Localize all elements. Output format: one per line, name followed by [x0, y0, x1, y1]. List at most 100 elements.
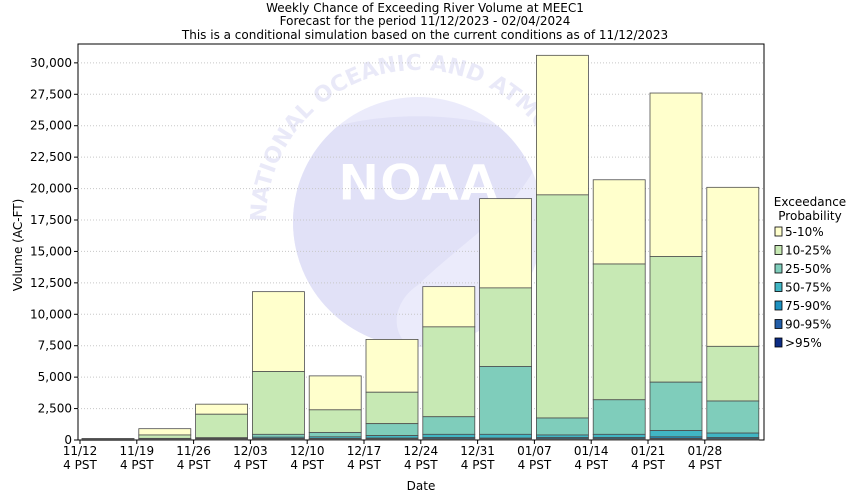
bar-segment [706, 432, 760, 438]
x-tick-label-date: 12/31 [460, 444, 495, 458]
y-tick-label: 17,500 [30, 213, 72, 227]
x-tick-label-date: 12/24 [404, 444, 439, 458]
x-tick-label-time: 4 PST [518, 458, 552, 472]
bar-segment [365, 391, 419, 425]
bar-segment [251, 291, 305, 372]
x-tick-label-date: 11/12 [63, 444, 98, 458]
bar-segment [592, 438, 646, 441]
bars [81, 54, 760, 441]
x-tick-label-time: 4 PST [404, 458, 438, 472]
bar-segment [649, 256, 703, 383]
chart-title-line-2: Forecast for the period 11/12/2023 - 02/… [280, 14, 571, 28]
y-tick-label: 15,000 [30, 244, 72, 258]
legend-swatch [774, 245, 783, 255]
bar-segment [81, 439, 135, 441]
bar-segment [649, 92, 703, 257]
bar-stack [706, 186, 760, 441]
bar-segment [706, 345, 760, 402]
chart-title-line-3: This is a conditional simulation based o… [181, 28, 668, 42]
bar-segment [592, 399, 646, 435]
chart-title: Weekly Chance of Exceeding River Volume … [181, 1, 668, 42]
bar-segment [422, 326, 476, 418]
legend-swatch [774, 226, 783, 237]
bar-segment [706, 438, 760, 441]
bar-segment [422, 438, 476, 441]
legend-title-line-2: Probability [778, 209, 841, 223]
bar-segment [138, 428, 192, 436]
x-tick-label-time: 4 PST [574, 458, 608, 472]
bar-segment [536, 194, 589, 419]
bar-segment [308, 439, 362, 441]
bar-segment [479, 439, 533, 441]
bar-segment [308, 432, 362, 438]
bar-segment [195, 403, 249, 415]
legend-item: 50-75% [774, 281, 831, 295]
bar-segment [479, 433, 533, 439]
y-tick-label: 25,000 [30, 119, 72, 133]
bar-stack [479, 198, 533, 441]
y-axis-title: Volume (AC-FT) [11, 199, 25, 292]
bar-stack [81, 438, 135, 441]
bar-stack [195, 403, 249, 441]
bar-segment [479, 287, 533, 367]
x-tick-label-time: 4 PST [461, 458, 495, 472]
bar-stack [536, 54, 589, 441]
bar-stack [592, 179, 646, 441]
bar-segment [649, 430, 703, 438]
x-tick-label-date: 12/10 [290, 444, 325, 458]
bar-segment [592, 179, 646, 265]
bar-segment [308, 375, 362, 411]
legend: Exceedance Probability 5-10% 10-25% 25-50%… [774, 195, 846, 350]
legend-item: 5-10% [774, 225, 824, 239]
bar-segment [251, 433, 305, 438]
x-tick-label-date: 12/03 [233, 444, 268, 458]
noaa-watermark-bird [293, 116, 543, 347]
bar-segment [649, 438, 703, 441]
noaa-watermark-logo-text: NOAA [338, 154, 499, 212]
y-tick-label: 10,000 [30, 307, 72, 321]
legend-item: 75-90% [774, 299, 831, 313]
legend-label: 5-10% [785, 225, 824, 239]
x-tick-label-date: 01/21 [631, 444, 666, 458]
legend-label: >95% [785, 336, 822, 350]
legend-label: 25-50% [785, 262, 831, 276]
y-tick-label: 7,500 [38, 339, 72, 353]
y-tick-label: 0 [64, 433, 72, 447]
bar-stack [308, 375, 362, 441]
legend-swatch [774, 300, 783, 311]
y-axis: 0 2,500 5,000 7,500 10,000 12,500 15,000 17,500… [30, 56, 78, 447]
x-tick-label-time: 4 PST [631, 458, 665, 472]
bar-segment [365, 339, 419, 393]
x-tick-label-date: 01/14 [574, 444, 609, 458]
x-tick-label-time: 4 PST [234, 458, 268, 472]
bar-segment [422, 416, 476, 435]
bar-segment [706, 186, 760, 347]
chart-title-line-1: Weekly Chance of Exceeding River Volume … [266, 1, 584, 15]
bar-segment [649, 381, 703, 431]
x-tick-label-time: 4 PST [290, 458, 324, 472]
bar-segment [138, 439, 192, 441]
x-tick-label-date: 01/07 [517, 444, 552, 458]
x-tick-label-date: 12/17 [347, 444, 382, 458]
legend-item: 90-95% [774, 318, 831, 332]
x-tick-label-time: 4 PST [120, 458, 154, 472]
bar-segment [422, 286, 476, 328]
bar-segment [308, 409, 362, 433]
legend-title-line-1: Exceedance [774, 195, 846, 209]
y-tick-label: 22,500 [30, 150, 72, 164]
x-tick-label-date: 11/19 [120, 444, 155, 458]
x-tick-label-time: 4 PST [63, 458, 97, 472]
x-axis-title: Date [407, 479, 436, 493]
legend-item: 10-25% [774, 244, 831, 258]
x-tick-label-date: 01/28 [688, 444, 723, 458]
legend-label: 10-25% [785, 244, 831, 258]
bar-segment [365, 439, 419, 441]
bar-segment [536, 417, 589, 436]
legend-swatch [774, 263, 783, 274]
legend-item: >95% [774, 336, 822, 350]
x-tick-label-time: 4 PST [347, 458, 381, 472]
bar-stack [422, 286, 476, 441]
bar-segment [706, 400, 760, 434]
bar-segment [251, 371, 305, 435]
bar-segment [195, 413, 249, 439]
